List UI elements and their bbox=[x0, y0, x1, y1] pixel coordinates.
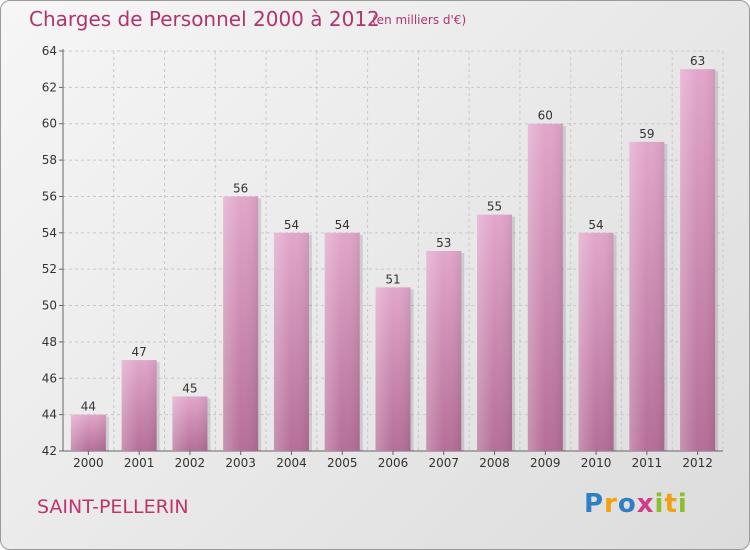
y-tick-label: 54 bbox=[42, 226, 57, 240]
bar-highlight bbox=[223, 196, 259, 451]
logo-letter: P bbox=[584, 489, 605, 519]
x-tick-label: 2002 bbox=[175, 456, 206, 470]
y-tick-label: 42 bbox=[42, 444, 57, 458]
x-tick-label: 2003 bbox=[225, 456, 256, 470]
value-labels: 44 47 45 56 54 54 51 53 55 60 54 59 63 bbox=[81, 54, 706, 413]
tick-labels: 42 44 46 48 50 52 54 56 58 60 62 64 2000 2001 2002 2003… bbox=[42, 44, 713, 470]
logo-letter: i bbox=[654, 489, 665, 519]
bar-value-label: 56 bbox=[233, 181, 248, 195]
x-tick-label: 2007 bbox=[428, 456, 459, 470]
bar-highlight bbox=[273, 232, 309, 451]
bar-value-label: 45 bbox=[182, 381, 197, 395]
x-tick-label: 2005 bbox=[327, 456, 358, 470]
y-tick-label: 64 bbox=[42, 44, 57, 58]
bar-highlight bbox=[477, 214, 513, 451]
bar-highlight bbox=[172, 396, 208, 451]
bar-value-label: 53 bbox=[436, 236, 451, 250]
bar-highlight bbox=[680, 69, 716, 451]
x-tick-label: 2008 bbox=[479, 456, 510, 470]
chart-subtitle: (en milliers d'€) bbox=[372, 13, 467, 27]
y-tick-label: 62 bbox=[42, 80, 57, 94]
y-tick-label: 56 bbox=[42, 189, 57, 203]
bar-value-label: 60 bbox=[538, 109, 553, 123]
proxiti-logo: Proxiti bbox=[584, 489, 688, 519]
bar-highlight bbox=[578, 232, 614, 451]
bar-value-label: 54 bbox=[588, 218, 603, 232]
bar-highlight bbox=[527, 123, 563, 452]
bar-highlight bbox=[629, 141, 665, 451]
x-tick-label: 2010 bbox=[581, 456, 612, 470]
bar-value-label: 44 bbox=[81, 400, 96, 414]
bar-value-label: 63 bbox=[690, 54, 705, 68]
y-tick-label: 52 bbox=[42, 262, 57, 276]
bar-highlight bbox=[121, 360, 157, 451]
logo-letter: o bbox=[617, 489, 637, 519]
bar-value-label: 51 bbox=[385, 272, 400, 286]
logo-letter: t bbox=[664, 489, 678, 519]
x-tick-label: 2006 bbox=[378, 456, 409, 470]
bar-value-label: 47 bbox=[132, 345, 147, 359]
bar-value-label: 54 bbox=[284, 218, 299, 232]
bar-highlight bbox=[70, 414, 106, 451]
commune-name: SAINT-PELLERIN bbox=[37, 496, 189, 518]
y-tick-label: 58 bbox=[42, 153, 57, 167]
bar-highlight bbox=[375, 287, 411, 451]
logo-letter: x bbox=[636, 489, 655, 519]
bar-value-label: 59 bbox=[639, 127, 654, 141]
bar-value-label: 55 bbox=[487, 200, 502, 214]
x-tick-label: 2011 bbox=[632, 456, 663, 470]
logo-letter: i bbox=[677, 489, 688, 519]
x-tick-label: 2001 bbox=[124, 456, 155, 470]
y-tick-label: 60 bbox=[42, 117, 57, 131]
x-tick-label: 2012 bbox=[682, 456, 713, 470]
bars bbox=[70, 69, 719, 452]
x-tick-label: 2004 bbox=[276, 456, 307, 470]
bar-highlight bbox=[324, 232, 360, 451]
y-tick-label: 48 bbox=[42, 335, 57, 349]
logo-letter: r bbox=[604, 489, 618, 519]
bar-value-label: 54 bbox=[335, 218, 350, 232]
y-tick-label: 46 bbox=[42, 371, 57, 385]
y-tick-label: 44 bbox=[42, 408, 57, 422]
y-tick-label: 50 bbox=[42, 299, 57, 313]
x-tick-label: 2009 bbox=[530, 456, 561, 470]
bar-highlight bbox=[426, 251, 462, 451]
chart-title: Charges de Personnel 2000 à 2012 bbox=[29, 7, 380, 31]
x-tick-label: 2000 bbox=[73, 456, 104, 470]
